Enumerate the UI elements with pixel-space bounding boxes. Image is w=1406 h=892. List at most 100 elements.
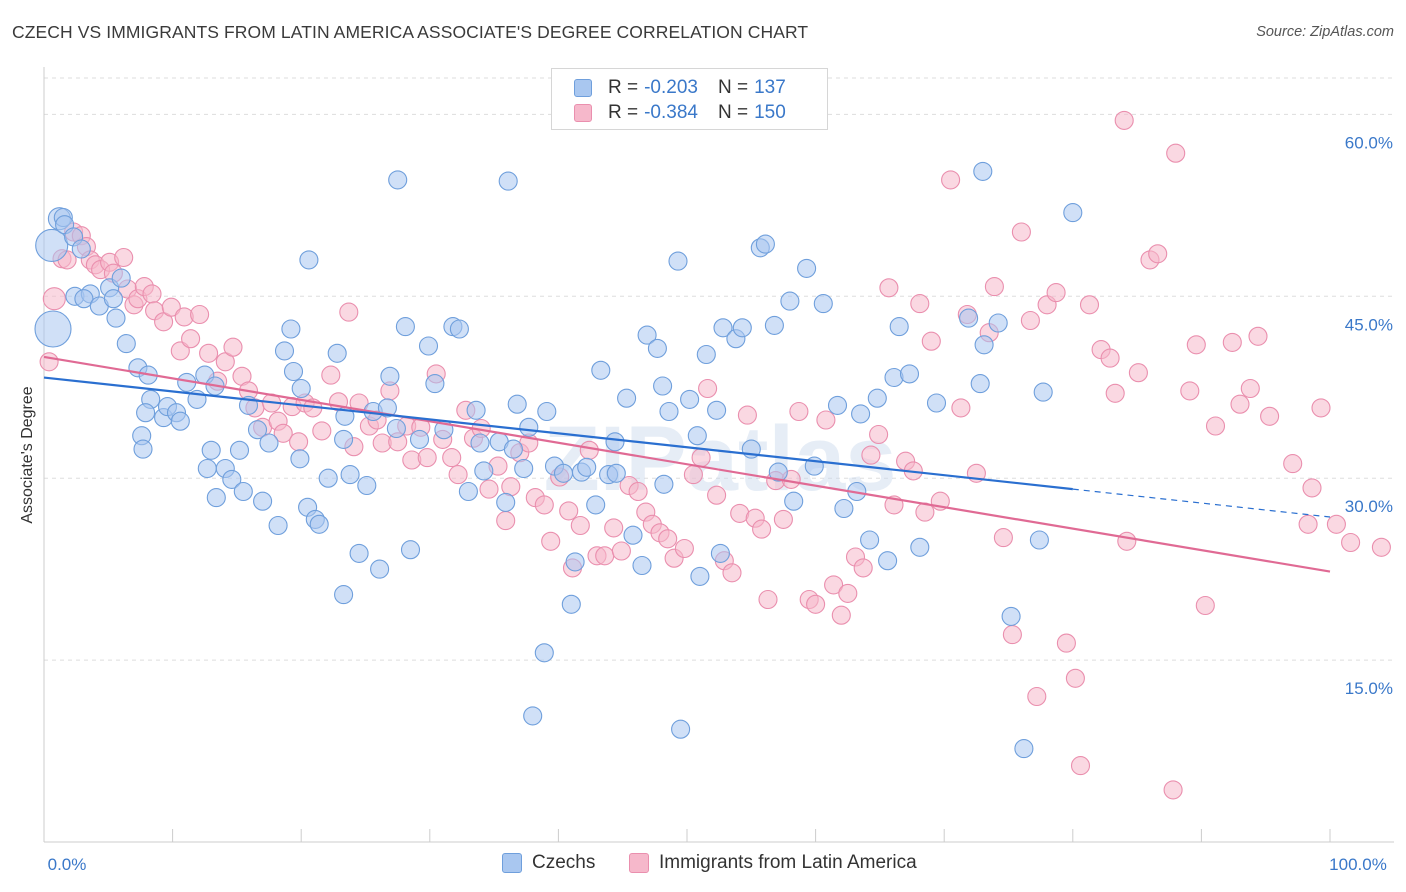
data-point [1020, 310, 1040, 331]
data-point [170, 341, 190, 361]
legend-swatch-pink [629, 853, 649, 873]
data-point [988, 313, 1008, 333]
data-point [1195, 595, 1215, 616]
data-point [507, 394, 527, 414]
data-point [696, 344, 716, 365]
data-point [671, 719, 691, 739]
data-point [797, 258, 817, 278]
data-point [309, 514, 329, 534]
legend-n-value: 150 [754, 102, 786, 123]
data-point [34, 310, 72, 348]
data-point [503, 439, 523, 459]
data-point [921, 331, 941, 351]
x-tick-label-max: 100.0% [1329, 855, 1387, 874]
data-point [283, 361, 304, 382]
data-point [806, 594, 826, 614]
legend-swatch-blue [574, 79, 592, 97]
data-point [466, 400, 486, 420]
data-point [827, 395, 848, 415]
data-point [773, 509, 793, 529]
data-point [253, 491, 273, 511]
data-point [496, 511, 516, 531]
data-point [247, 420, 268, 440]
data-point [1180, 381, 1200, 401]
data-point [784, 491, 804, 511]
data-point [752, 519, 772, 539]
data-point [910, 537, 930, 557]
data-point [973, 161, 993, 181]
data-point [35, 228, 69, 262]
data-point [606, 463, 626, 483]
data-point [479, 479, 499, 499]
data-point [1128, 363, 1148, 383]
data-point [470, 433, 490, 453]
data-point [334, 585, 354, 605]
data-point [274, 341, 295, 361]
data-point [889, 317, 909, 337]
data-point [190, 304, 210, 325]
data-point [388, 170, 408, 190]
data-point [755, 234, 775, 254]
data-point [206, 488, 226, 508]
data-point [1230, 394, 1250, 414]
data-point [268, 515, 288, 536]
data-point [674, 538, 694, 559]
data-point [637, 325, 657, 345]
data-point [595, 546, 615, 566]
data-point [537, 401, 557, 422]
data-point [103, 289, 123, 309]
data-point [926, 393, 947, 413]
legend-item-latin-america[interactable]: Immigrants from Latin America [629, 852, 917, 874]
data-point [691, 448, 711, 468]
data-point [233, 481, 253, 502]
data-point [290, 449, 310, 469]
legend-r-value: -0.384 [644, 102, 698, 123]
data-point [878, 551, 898, 571]
data-point [732, 318, 752, 338]
data-point [458, 481, 478, 502]
data-point [273, 423, 293, 443]
data-point [1105, 383, 1125, 403]
data-point [690, 566, 710, 586]
data-point [1033, 382, 1053, 402]
data-point [1163, 780, 1183, 800]
legend-row-latin-america: R = -0.384 N = 150 [574, 101, 806, 125]
data-point [170, 411, 190, 431]
data-point [334, 429, 354, 449]
data-point [395, 317, 415, 337]
data-point [1341, 532, 1361, 553]
axes [43, 67, 1394, 843]
data-point [553, 463, 574, 483]
data-point [1283, 454, 1303, 474]
data-point [1240, 378, 1260, 399]
data-point [659, 401, 679, 422]
data-point [534, 643, 554, 663]
data-point [824, 575, 844, 595]
data-point [142, 284, 162, 304]
data-point [647, 338, 667, 358]
data-point [1148, 244, 1168, 264]
data-point [1027, 686, 1047, 707]
data-point [380, 366, 400, 386]
data-point [884, 367, 904, 388]
data-point [604, 518, 624, 538]
legend-item-czechs[interactable]: Czechs [502, 852, 595, 874]
data-point [623, 525, 643, 545]
data-point [867, 388, 887, 408]
data-point [1248, 326, 1268, 346]
legend-row-czechs: R = -0.203 N = 137 [574, 76, 806, 100]
data-point [910, 294, 930, 314]
data-point [1326, 514, 1346, 534]
data-point [879, 278, 899, 298]
data-point [1029, 530, 1049, 550]
data-point [653, 376, 673, 396]
data-point [668, 251, 688, 271]
data-point [707, 400, 727, 420]
data-point [586, 495, 606, 515]
data-point [442, 448, 462, 468]
data-point [1186, 335, 1206, 355]
data-point [417, 448, 437, 468]
data-point [449, 319, 469, 339]
data-point [707, 485, 727, 505]
data-point [838, 583, 858, 603]
